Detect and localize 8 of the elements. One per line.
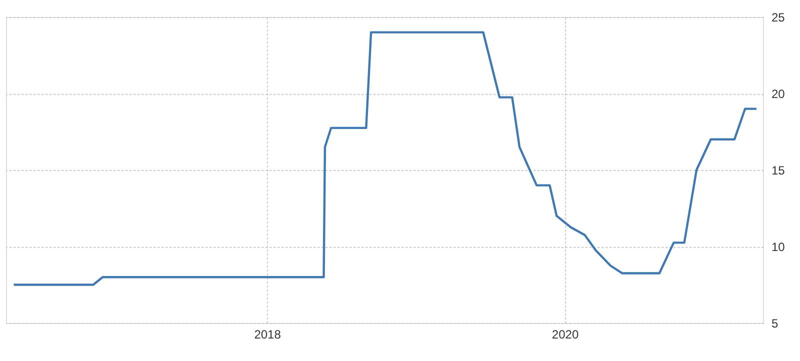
y-tick-label: 25 [772, 10, 786, 24]
x-tick-label: 2018 [254, 328, 282, 342]
x-tick-label: 2020 [552, 328, 579, 342]
y-tick-label: 20 [772, 87, 786, 101]
y-tick-label: 10 [772, 240, 786, 254]
y-tick-label: 15 [772, 164, 786, 178]
y-tick-label: 5 [772, 316, 778, 330]
line-series [12, 31, 758, 286]
